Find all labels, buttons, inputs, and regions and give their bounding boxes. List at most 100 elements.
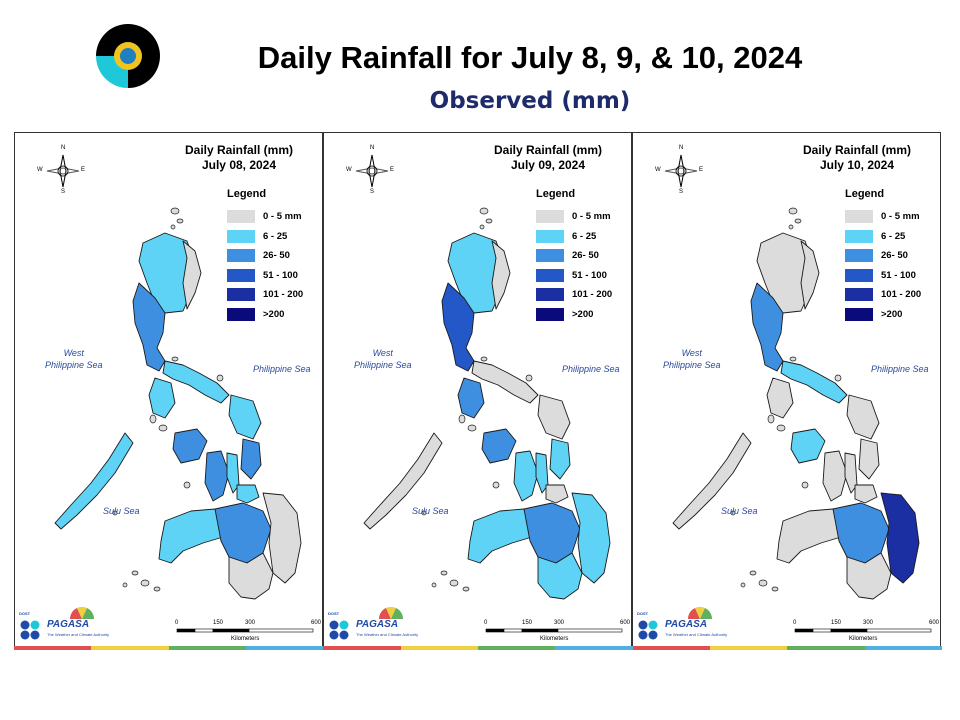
compass-label-s: S	[679, 189, 684, 195]
region-mindanao-west	[776, 508, 846, 564]
legend-label: 0 - 5 mm	[572, 211, 611, 223]
region-mindanao-south	[228, 552, 274, 600]
legend-label: 101 - 200	[572, 289, 613, 301]
islet	[158, 424, 168, 432]
region-cebu	[535, 452, 549, 494]
logo-dot	[339, 630, 349, 640]
footer-bar-segment	[400, 646, 478, 650]
legend-swatch	[227, 229, 255, 243]
legend-swatch	[536, 307, 564, 321]
islet	[216, 374, 224, 382]
islet	[431, 582, 437, 588]
sea-label-east: Philippine Sea	[871, 363, 929, 375]
legend-label: 51 - 100	[572, 269, 607, 281]
legend-label: 26- 50	[572, 250, 599, 262]
scale-segment	[248, 628, 314, 633]
compass-point	[355, 167, 389, 175]
legend-item: 6 - 25	[536, 227, 612, 247]
region-samar	[846, 394, 880, 440]
compass-label-s: S	[61, 189, 66, 195]
compass-icon	[46, 154, 80, 188]
legend-label: 26- 50	[263, 250, 290, 262]
region-samar	[537, 394, 571, 440]
logo-dot	[638, 630, 648, 640]
pagasa-logo	[96, 24, 160, 88]
islet	[421, 510, 427, 516]
legend-title: Legend	[845, 188, 885, 200]
region-panay	[172, 428, 208, 464]
compass-rose: N S E W	[37, 145, 85, 195]
footer-bar-segment	[477, 646, 556, 650]
islet	[801, 481, 809, 489]
page-subtitle: Observed (mm)	[429, 88, 631, 114]
compass-label-w: W	[655, 167, 661, 173]
sea-label-line: West	[372, 348, 393, 358]
islet	[149, 414, 157, 424]
dost-logo-icon	[329, 620, 349, 640]
legend-label: >200	[572, 308, 594, 320]
legend-swatch	[845, 288, 873, 302]
sea-label-line: Philippine Sea	[562, 364, 620, 374]
legend-swatch	[536, 249, 564, 263]
legend-title: Legend	[536, 188, 576, 200]
legend-label: 101 - 200	[881, 289, 922, 301]
compass-label-w: W	[346, 167, 352, 173]
islet	[171, 356, 179, 362]
footer-color-bar	[14, 646, 942, 650]
legend-swatch	[845, 307, 873, 321]
dost-logo-icon	[20, 620, 40, 640]
sea-label-east: Philippine Sea	[253, 363, 311, 375]
scale-segment	[176, 628, 196, 633]
footer-bar-segment	[323, 646, 401, 650]
legend-label: 6 - 25	[572, 230, 597, 242]
logo-dot	[30, 630, 40, 640]
region-panay	[481, 428, 517, 464]
legend-item: 51 - 100	[227, 266, 303, 286]
umbrella-segment	[69, 608, 82, 619]
region-leyte	[549, 438, 571, 480]
philippines-map	[672, 207, 920, 600]
pagasa-tagline: The Weather and Climate Authority	[47, 632, 110, 637]
region-luzon-north	[756, 232, 814, 314]
legend-swatch	[536, 210, 564, 224]
region-luzon-east	[800, 240, 820, 310]
sea-label-line: West	[63, 348, 84, 358]
legend-item: 51 - 100	[845, 266, 921, 286]
legend-item: >200	[536, 305, 612, 325]
footer-bar-segment	[14, 646, 92, 650]
region-mindanao-east	[571, 492, 611, 584]
legend-swatch	[536, 268, 564, 282]
umbrella-segment	[695, 606, 705, 619]
islet	[749, 570, 757, 576]
compass-label-w: W	[37, 167, 43, 173]
panel-title-line1: Daily Rainfall (mm)	[802, 143, 912, 157]
islet	[767, 414, 775, 424]
panel-title-line1: Daily Rainfall (mm)	[493, 143, 603, 157]
islet	[789, 356, 797, 362]
sea-label-line: Philippine Sea	[871, 364, 929, 374]
islet	[771, 586, 779, 592]
footer-bar-segment	[168, 646, 246, 650]
region-leyte	[858, 438, 880, 480]
pagasa-branding: DOST PAGASA The Weather and Climate Author…	[635, 603, 727, 643]
islet	[131, 570, 139, 576]
scale-unit-label: Kilometers	[231, 636, 260, 642]
scale-tick-label: 300	[554, 620, 565, 626]
umbrella-segment	[378, 608, 391, 619]
compass-label-s: S	[370, 189, 375, 195]
region-luzon-central	[132, 282, 166, 372]
legend-label: 51 - 100	[881, 269, 916, 281]
islet	[440, 570, 448, 576]
footer-bar-segment	[709, 646, 788, 650]
scale-segment	[503, 628, 523, 633]
footer-bar-segment	[555, 646, 633, 650]
philippines-map	[363, 207, 611, 600]
islet	[170, 207, 180, 215]
sea-label-line: Sulu Sea	[103, 506, 140, 516]
scale-tick-label: 150	[522, 620, 533, 626]
region-bohol	[854, 484, 878, 504]
umbrella-icon	[687, 606, 713, 619]
legend-label: 0 - 5 mm	[263, 211, 302, 223]
legend-swatch	[227, 210, 255, 224]
islet	[458, 414, 466, 424]
